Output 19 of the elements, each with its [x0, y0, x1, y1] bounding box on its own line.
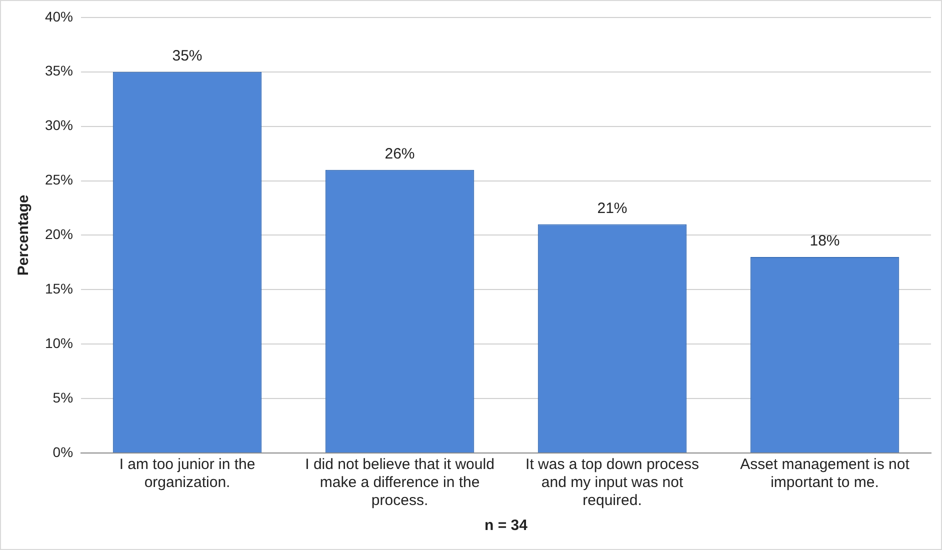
y-tick-label: 5%: [52, 389, 74, 406]
y-tick-label: 20%: [44, 226, 74, 242]
x-tick-label: It was a top down process and my input was not required.: [526, 456, 699, 510]
data-label: 35%: [172, 47, 202, 64]
y-tick-label: 0%: [52, 444, 74, 460]
y-axis-title: Percentage: [15, 194, 32, 276]
x-tick-label: Asset management is not important to me.: [740, 456, 910, 492]
y-tick-label: 10%: [44, 334, 74, 351]
y-tick-label: 30%: [44, 117, 74, 134]
y-tick-label: 25%: [44, 172, 74, 188]
x-tick-label: I am too junior in the organization.: [119, 456, 256, 492]
x-tick-label: I did not believe that it would make a difference in the process.: [305, 456, 494, 510]
y-tick-label: 15%: [44, 280, 74, 297]
y-tick-label: 40%: [44, 8, 74, 24]
data-label: 18%: [810, 232, 840, 250]
data-label: 26%: [384, 146, 415, 162]
y-tick-label: 35%: [44, 62, 74, 79]
data-label: 21%: [597, 200, 628, 217]
x-axis-title: n = 34: [484, 517, 528, 534]
